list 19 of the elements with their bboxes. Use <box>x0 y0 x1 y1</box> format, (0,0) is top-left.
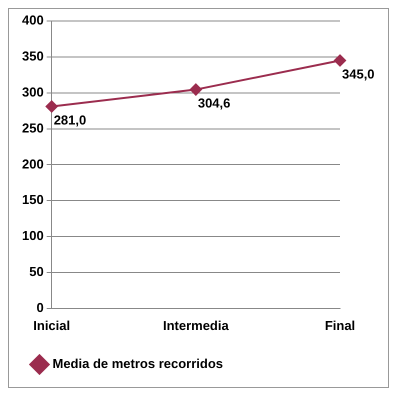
x-tick-label: Intermedia <box>162 318 230 333</box>
y-tick-label: 50 <box>29 264 44 280</box>
x-tick-label: Inicial <box>33 318 70 333</box>
y-tick-label: 300 <box>22 84 44 100</box>
data-label: 345,0 <box>342 66 375 82</box>
y-tick-label: 100 <box>22 228 44 244</box>
legend-label: Media de metros recorridos <box>52 356 223 372</box>
point <box>334 54 346 67</box>
y-tick-label: 400 <box>22 12 44 28</box>
y-tick-label: 200 <box>22 156 44 172</box>
x-tick-label: Final <box>324 318 356 333</box>
point <box>46 100 58 112</box>
y-tick-label: 250 <box>22 120 44 136</box>
y-tick-label: 350 <box>22 48 44 64</box>
data-label: 281,0 <box>54 112 86 128</box>
point <box>190 84 202 96</box>
y-tick-label: 0 <box>36 300 44 315</box>
data-label: 304,6 <box>198 96 230 111</box>
y-tick-label: 150 <box>22 192 44 208</box>
